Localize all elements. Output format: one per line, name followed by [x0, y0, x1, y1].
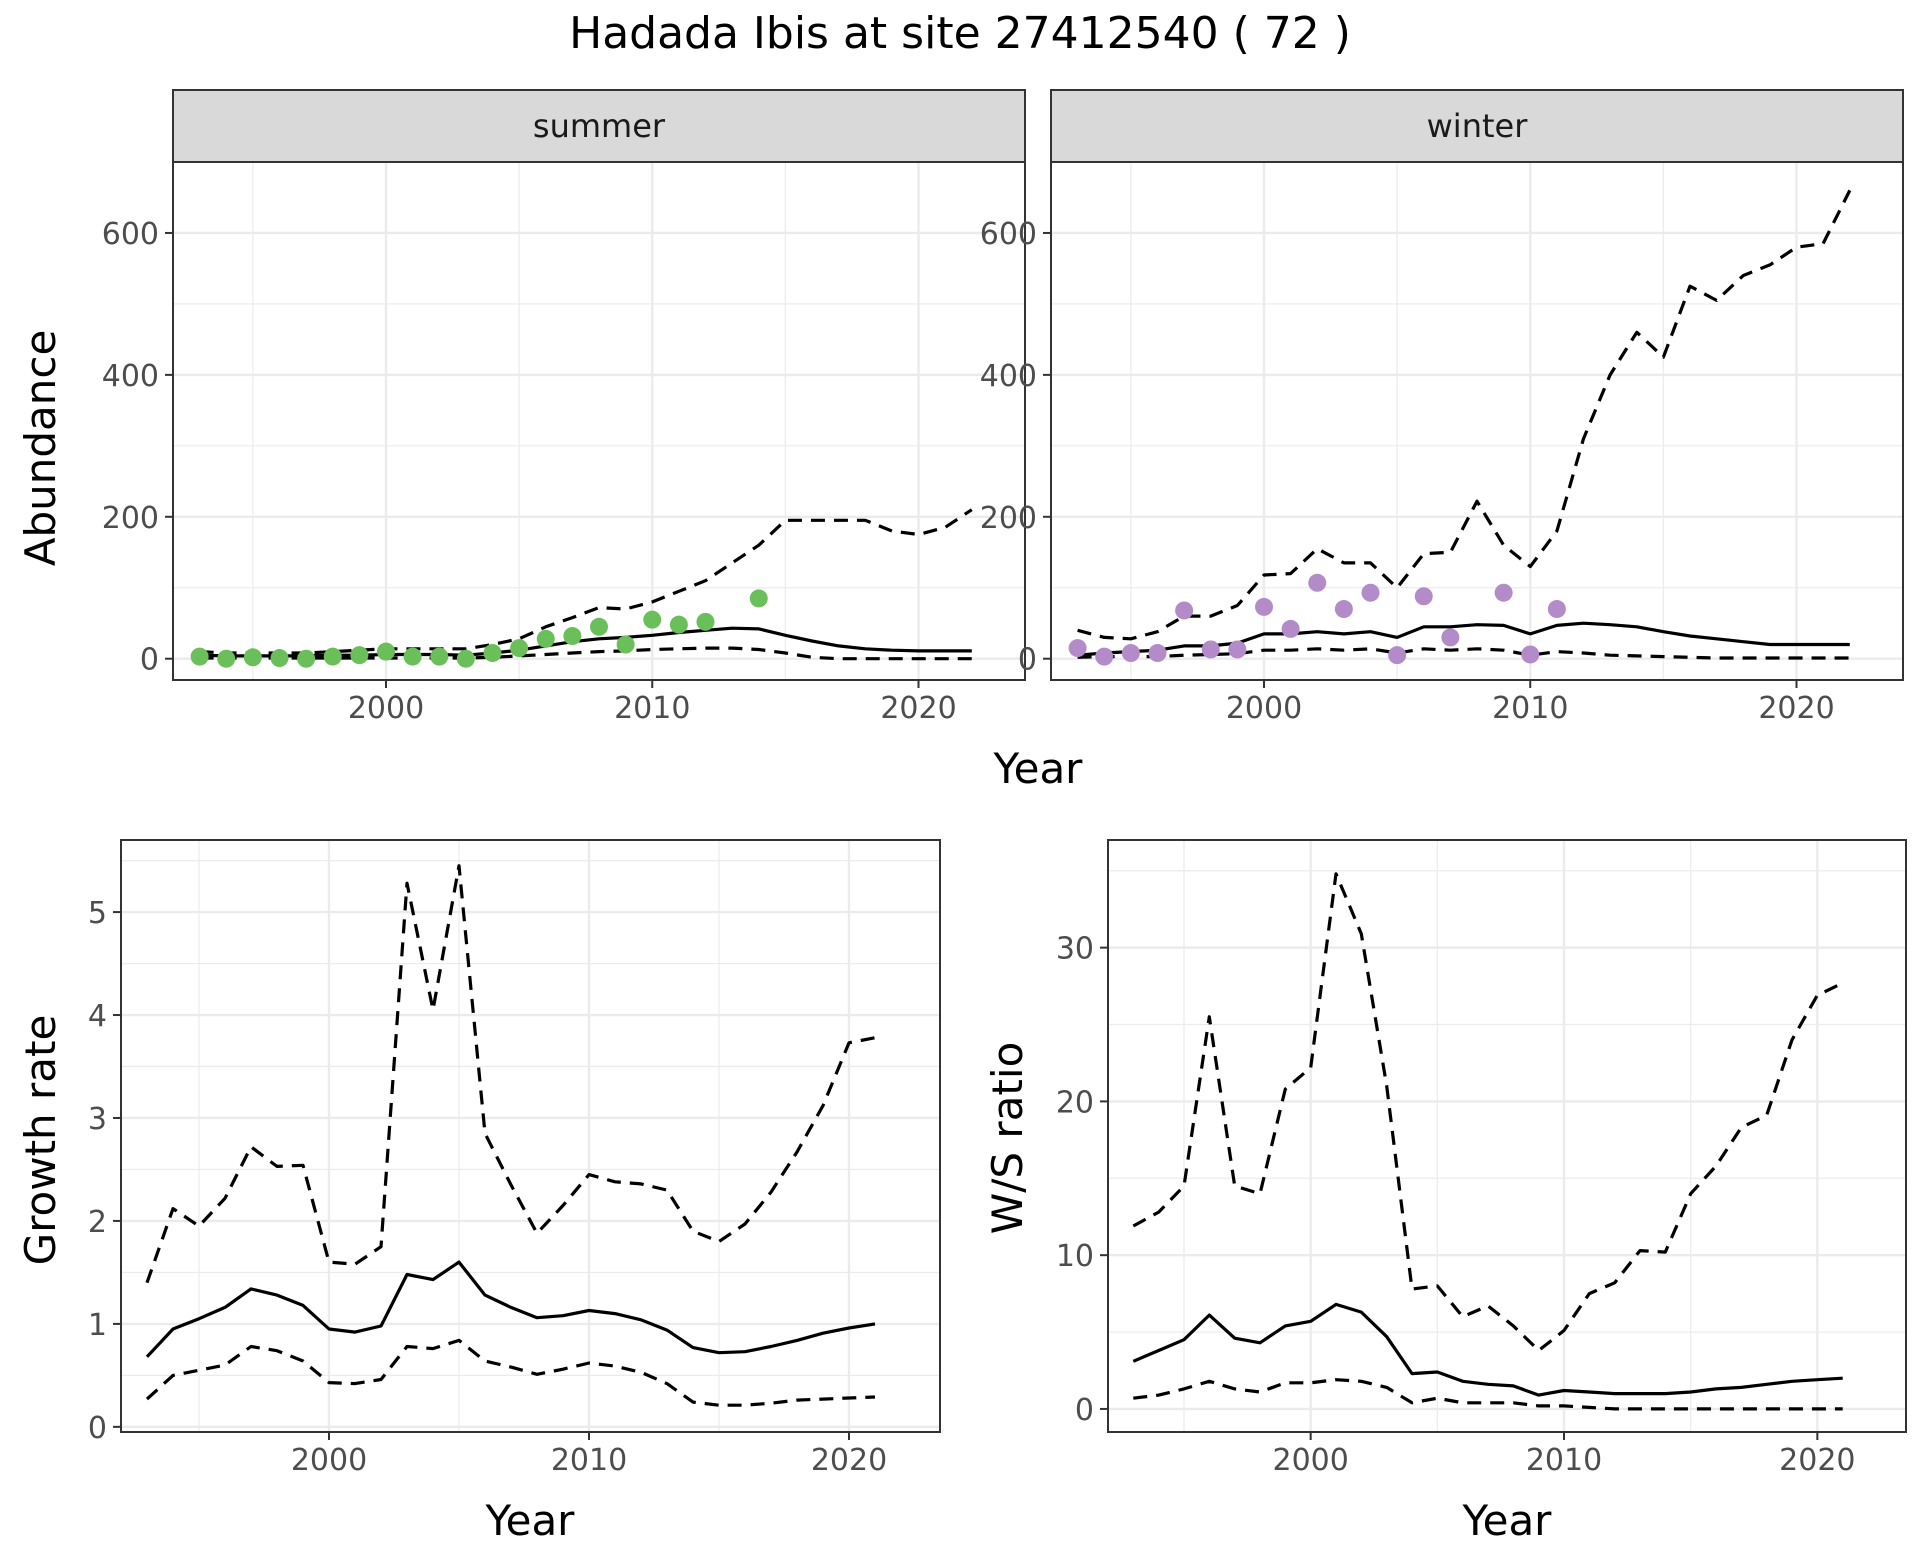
top-y-axis-label: Abundance	[16, 330, 65, 567]
summer-data-point	[749, 589, 768, 608]
ws-ratio-y-tick-label: 30	[1056, 932, 1094, 967]
summer-data-point	[350, 646, 369, 665]
ws-ratio-x-tick-label: 2010	[1526, 1443, 1602, 1478]
figure-title: Hadada Ibis at site 27412540 ( 72 )	[569, 8, 1351, 59]
strip-winter-label: winter	[1427, 107, 1529, 145]
summer-data-point	[217, 649, 236, 668]
summer-data-point	[430, 647, 449, 666]
summer-data-point	[377, 642, 395, 661]
summer-x-tick-label: 2020	[880, 691, 956, 726]
summer-data-point	[456, 649, 475, 668]
summer-data-point	[403, 647, 422, 666]
winter-data-point	[1281, 619, 1300, 638]
summer-data-point	[297, 649, 316, 668]
ws-ratio-y-tick-label: 20	[1056, 1085, 1094, 1120]
growth-series-estimate-line	[145, 1260, 876, 1358]
summer-y-tick-label: 0	[140, 643, 159, 678]
summer-data-point	[270, 649, 289, 668]
winter-panel-border	[1050, 161, 1904, 681]
ws-ratio-series-bound-line-1	[1132, 872, 1844, 1353]
strip-summer	[172, 89, 1026, 163]
summer-data-point	[696, 612, 715, 631]
winter-y-tick-label: 400	[980, 359, 1037, 394]
ws-ratio-plot-area	[1108, 840, 1906, 1432]
growth-y-tick-label: 5	[88, 896, 107, 931]
summer-y-tick-label: 200	[102, 501, 159, 536]
growth-plot-area	[121, 840, 940, 1432]
winter-data-point	[1441, 628, 1460, 647]
summer-data-point	[616, 635, 635, 654]
winter-data-point	[1228, 640, 1247, 659]
summer-data-point	[510, 639, 529, 658]
panel-growth: 2000 2010 2020 0 1 2 3 4 5	[88, 839, 941, 1478]
summer-y-tick-label: 400	[102, 359, 159, 394]
summer-data-point	[669, 615, 688, 634]
winter-y-tick-label: 600	[980, 217, 1037, 252]
winter-data-point	[1388, 646, 1407, 665]
growth-x-tick-label: 2010	[551, 1443, 627, 1478]
growth-y-tick-label: 3	[88, 1102, 107, 1137]
growth-y-tick-label: 4	[88, 999, 107, 1034]
winter-data-point	[1068, 639, 1087, 658]
summer-data-point	[536, 629, 555, 648]
summer-x-tick-label: 2000	[348, 691, 424, 726]
summer-data-point	[243, 648, 262, 667]
winter-plot-area	[1051, 162, 1903, 680]
ratio-x-axis-label: Year	[1462, 1496, 1553, 1545]
panel-winter: winter 2000 2010 2020 0 200 400 600	[980, 89, 1904, 726]
winter-x-tick-label: 2000	[1226, 691, 1302, 726]
winter-data-point	[1121, 644, 1140, 663]
winter-data-point	[1361, 583, 1380, 602]
growth-x-tick-label: 2000	[291, 1443, 367, 1478]
ws-ratio-x-tick-label: 2000	[1272, 1443, 1348, 1478]
winter-data-point	[1308, 573, 1327, 592]
winter-data-point	[1547, 600, 1566, 619]
growth-y-tick-label: 1	[88, 1308, 107, 1343]
winter-y-tick-label: 0	[1018, 643, 1037, 678]
summer-x-tick-label: 2010	[614, 691, 690, 726]
ws-ratio-series-estimate-line	[1132, 1302, 1843, 1397]
growth-y-axis-label: Growth rate	[16, 1015, 65, 1266]
winter-x-tick-label: 2020	[1758, 691, 1834, 726]
growth-y-tick-label: 2	[88, 1205, 107, 1240]
ratio-y-axis-label: W/S ratio	[983, 1042, 1032, 1235]
summer-data-point	[323, 647, 342, 666]
winter-series-bound-line-1	[1077, 189, 1852, 641]
ws-ratio-panel-border	[1107, 839, 1907, 1433]
ws-ratio-y-tick-label: 0	[1075, 1393, 1094, 1428]
summer-data-point	[590, 617, 608, 636]
winter-data-point	[1494, 583, 1513, 602]
winter-data-point	[1521, 645, 1540, 664]
winter-y-tick-label: 200	[980, 501, 1037, 536]
growth-x-axis-label: Year	[485, 1496, 576, 1545]
panel-ratio: 2000 2010 2020 0 10 20 30	[1056, 839, 1907, 1478]
ws-ratio-y-tick-label: 10	[1056, 1239, 1094, 1274]
panel-summer: summer 2000 2010 2020 0 200 400 600	[102, 89, 1026, 726]
ws-ratio-series-bound-line-2	[1133, 1378, 1843, 1411]
winter-data-point	[1148, 644, 1167, 663]
winter-data-point	[1175, 601, 1194, 620]
growth-series-bound-line-1	[145, 864, 876, 1284]
summer-data-point	[643, 610, 662, 629]
ws-ratio-x-tick-label: 2020	[1779, 1443, 1855, 1478]
summer-data-point	[483, 644, 502, 663]
winter-data-point	[1255, 597, 1273, 616]
growth-series-bound-line-2	[145, 1338, 876, 1407]
summer-data-point	[190, 647, 209, 666]
top-x-axis-label: Year	[993, 744, 1084, 793]
growth-x-tick-label: 2020	[811, 1443, 887, 1478]
growth-panel-border	[120, 839, 941, 1433]
winter-data-point	[1334, 600, 1353, 619]
summer-y-tick-label: 600	[102, 217, 159, 252]
summer-data-point	[563, 627, 582, 646]
winter-data-point	[1201, 640, 1220, 659]
summer-panel-border	[172, 161, 1026, 681]
winter-data-point	[1414, 587, 1433, 606]
growth-y-tick-label: 0	[88, 1411, 107, 1446]
summer-plot-area	[173, 162, 1025, 680]
winter-x-tick-label: 2010	[1492, 691, 1568, 726]
winter-data-point	[1095, 647, 1114, 666]
strip-summer-label: summer	[533, 107, 666, 145]
